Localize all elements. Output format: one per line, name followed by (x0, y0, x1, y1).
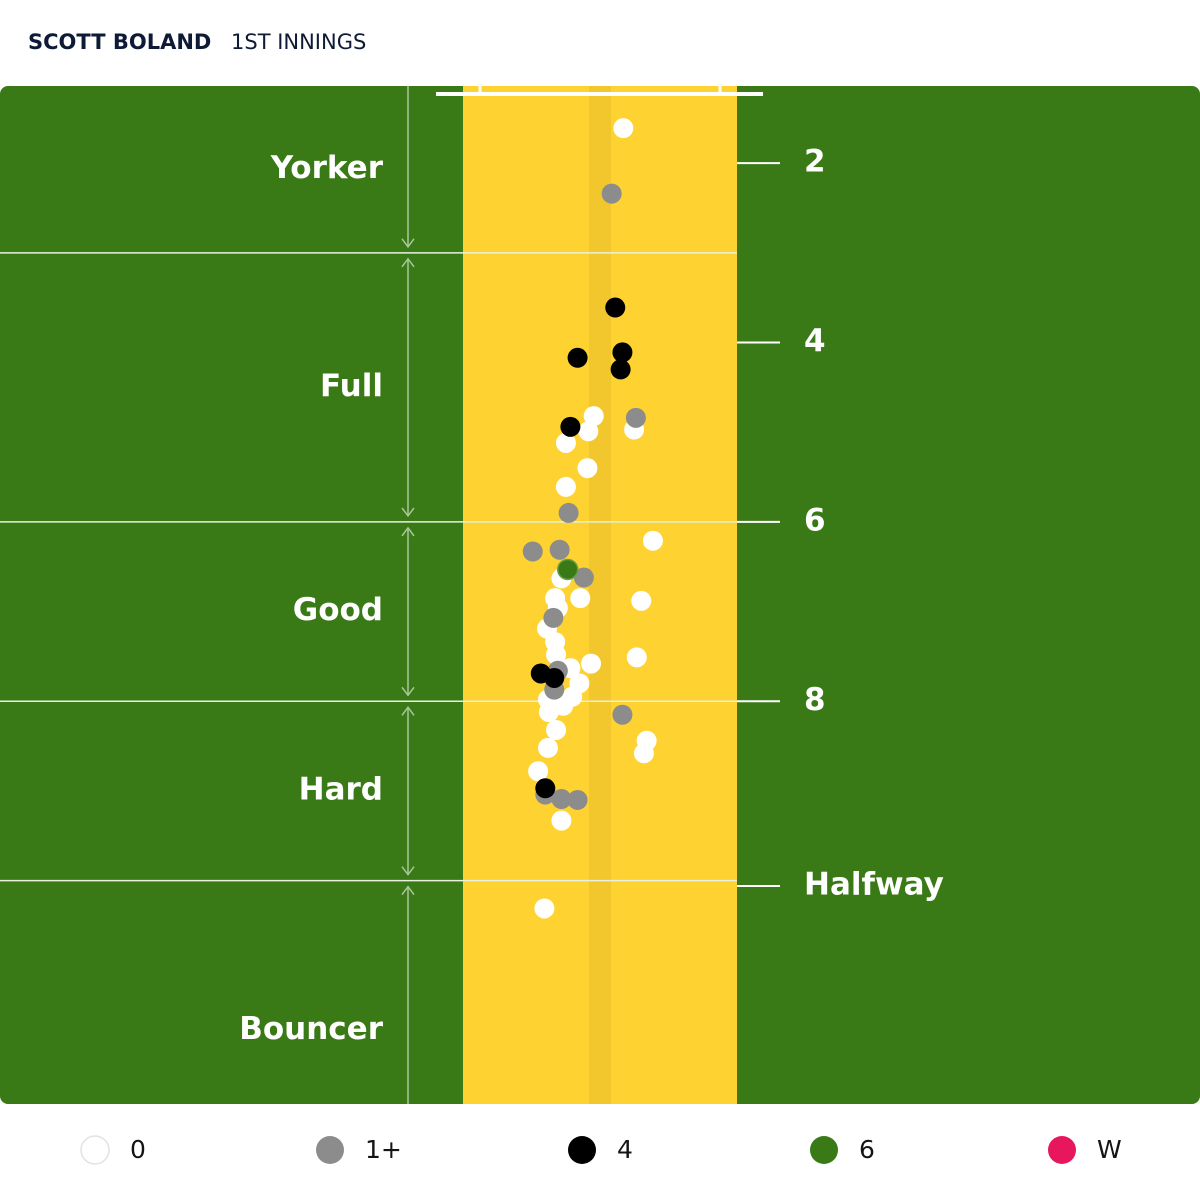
y-tick-label: Halfway (804, 867, 944, 903)
ball (560, 416, 581, 437)
ball (610, 359, 631, 380)
legend-swatch (810, 1136, 838, 1164)
arrow-head (401, 706, 415, 716)
chart-title: SCOTT BOLAND (28, 30, 211, 54)
ball (544, 667, 565, 688)
ball (534, 898, 555, 919)
zone-label: Hard (299, 771, 383, 807)
ball (546, 644, 567, 665)
ball (555, 432, 576, 453)
zone-label: Bouncer (239, 1011, 383, 1047)
arrow-head (401, 238, 415, 249)
ball (535, 778, 556, 799)
ball (633, 743, 654, 764)
ball (581, 653, 602, 674)
ball (642, 530, 663, 551)
ball (562, 686, 583, 707)
ball (612, 704, 633, 725)
ball (578, 421, 599, 442)
ball (558, 502, 579, 523)
legend-label: 4 (617, 1135, 633, 1164)
ball (549, 539, 570, 560)
arrow-head (401, 866, 415, 876)
arrow-head (401, 257, 415, 268)
arrow-head (401, 686, 415, 697)
arrow-head (401, 885, 415, 896)
legend-label: 1+ (365, 1135, 402, 1164)
zone-label: Yorker (270, 150, 384, 186)
ball (573, 567, 594, 588)
pitch-centre (589, 86, 611, 1104)
arrow-head (401, 526, 415, 537)
legend-swatch (80, 1135, 110, 1165)
legend-label: 6 (859, 1135, 875, 1164)
ball (528, 761, 549, 782)
y-tick-label: 8 (804, 682, 826, 718)
ball (551, 789, 572, 810)
ball (613, 118, 634, 139)
y-tick-label: 2 (804, 144, 826, 180)
zone-label: Full (320, 368, 383, 404)
legend-swatch (316, 1136, 344, 1164)
ball (567, 789, 588, 810)
ball (546, 719, 567, 740)
ball (555, 476, 576, 497)
ball (605, 297, 626, 318)
arrow-head (401, 507, 415, 518)
ball (612, 342, 633, 363)
ball (570, 588, 591, 609)
ball (537, 737, 558, 758)
legend-label: W (1097, 1135, 1122, 1164)
ball (583, 406, 604, 427)
zone-label: Good (293, 592, 383, 628)
y-tick-label: 4 (804, 323, 826, 359)
legend-label: 0 (130, 1135, 146, 1164)
ball (567, 347, 588, 368)
ball (626, 647, 647, 668)
ball (601, 183, 622, 204)
ball (625, 407, 646, 428)
chart-subtitle: 1ST INNINGS (231, 30, 366, 54)
ball (577, 458, 598, 479)
legend-swatch (568, 1136, 596, 1164)
ball (551, 810, 572, 831)
ball (556, 558, 579, 581)
ball (522, 541, 543, 562)
y-tick-label: 6 (804, 502, 826, 538)
ball (631, 590, 652, 611)
ball (543, 607, 564, 628)
ball (538, 702, 559, 723)
legend-swatch (1048, 1136, 1076, 1164)
